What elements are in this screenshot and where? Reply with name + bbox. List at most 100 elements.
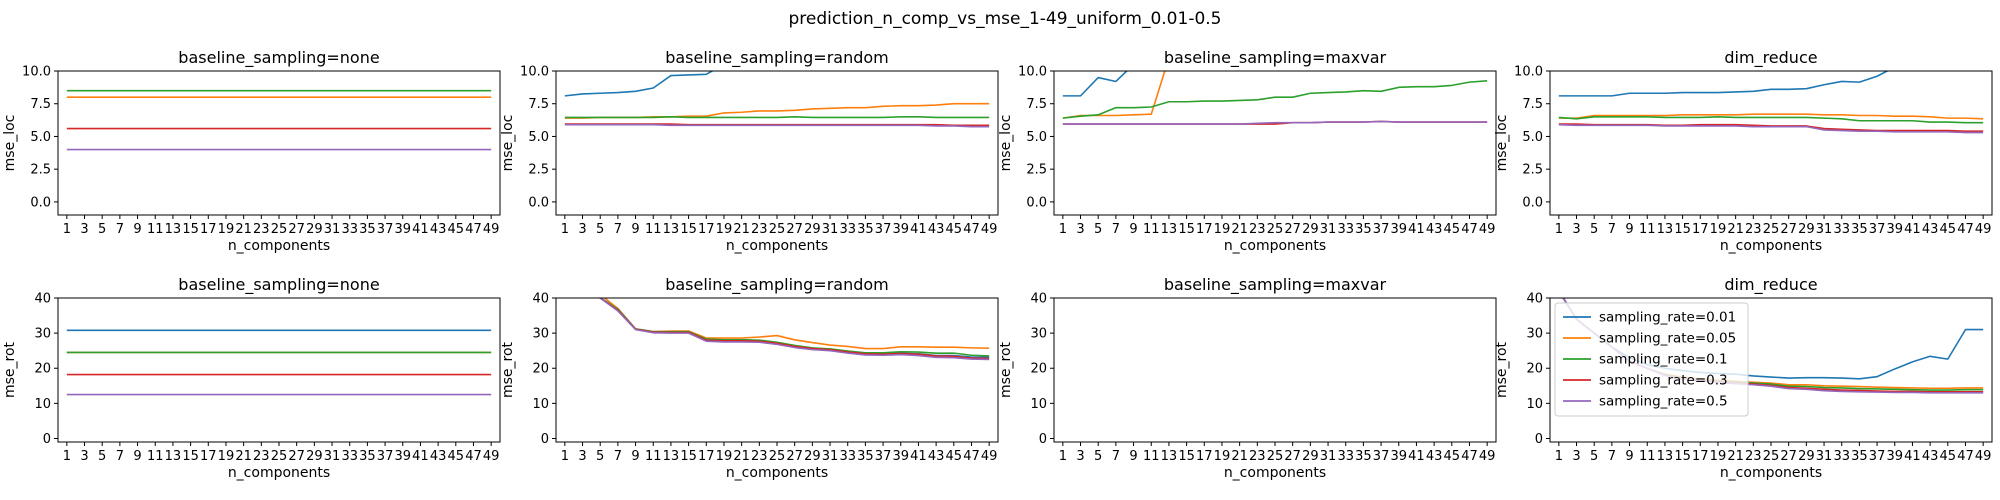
y-tick-label: 30 xyxy=(34,327,51,342)
x-tick-label: 49 xyxy=(981,449,998,464)
x-tick-label: 9 xyxy=(133,449,141,464)
x-axis-label: n_components xyxy=(726,238,828,254)
x-tick-label: 9 xyxy=(1129,222,1137,237)
x-tick-label: 29 xyxy=(306,222,323,237)
y-tick-label: 0 xyxy=(43,432,51,447)
y-axis-label: mse_loc xyxy=(1494,115,1510,172)
y-tick-label: 0 xyxy=(541,432,549,447)
x-tick-label: 25 xyxy=(1763,449,1780,464)
y-tick-label: 0.0 xyxy=(30,195,51,210)
x-tick-label: 43 xyxy=(1426,449,1443,464)
series-line-sampling-rate-0-01 xyxy=(1558,71,1889,97)
x-tick-label: 5 xyxy=(1094,449,1102,464)
x-tick-label: 15 xyxy=(182,222,199,237)
x-tick-label: 49 xyxy=(483,222,500,237)
x-tick-label: 5 xyxy=(596,449,604,464)
x-tick-label: 47 xyxy=(1461,222,1478,237)
y-tick-label: 10 xyxy=(1030,397,1047,412)
x-axis-label: n_components xyxy=(1224,238,1326,254)
x-tick-label: 25 xyxy=(1267,222,1284,237)
x-tick-label: 19 xyxy=(716,222,733,237)
x-tick-label: 27 xyxy=(786,449,803,464)
x-tick-label: 33 xyxy=(341,449,358,464)
x-tick-label: 13 xyxy=(663,449,680,464)
legend-label: sampling_rate=0.3 xyxy=(1599,373,1728,389)
y-tick-label: 40 xyxy=(34,292,51,307)
y-tick-label: 40 xyxy=(532,292,549,307)
x-tick-label: 17 xyxy=(1692,222,1709,237)
x-tick-label: 11 xyxy=(645,449,662,464)
subplot-title: baseline_sampling=none xyxy=(178,275,379,295)
x-tick-label: 25 xyxy=(271,449,288,464)
x-tick-label: 9 xyxy=(631,222,639,237)
legend-box xyxy=(1554,302,1749,417)
x-tick-label: 17 xyxy=(200,222,217,237)
x-tick-label: 47 xyxy=(963,449,980,464)
x-tick-label: 47 xyxy=(963,222,980,237)
x-tick-label: 21 xyxy=(733,449,750,464)
subplot-title: dim_reduce xyxy=(1724,48,1817,68)
y-axis-label: mse_loc xyxy=(998,115,1014,172)
y-tick-label: 40 xyxy=(1526,292,1543,307)
x-tick-label: 15 xyxy=(680,222,697,237)
figure-title: prediction_n_comp_vs_mse_1-49_uniform_0.… xyxy=(789,9,1222,29)
x-tick-label: 17 xyxy=(200,449,217,464)
x-tick-label: 21 xyxy=(235,222,252,237)
series-line-sampling-rate-0-05 xyxy=(1558,113,1984,120)
x-axis-label: n_components xyxy=(1720,238,1822,254)
x-axis-label: n_components xyxy=(726,465,828,481)
y-tick-label: 5.0 xyxy=(1522,130,1543,145)
x-tick-label: 27 xyxy=(288,449,305,464)
y-tick-label: 0 xyxy=(1039,432,1047,447)
x-tick-label: 15 xyxy=(1178,449,1195,464)
x-tick-label: 23 xyxy=(1249,222,1266,237)
x-tick-label: 37 xyxy=(377,222,394,237)
series-line-sampling-rate-0-05 xyxy=(1062,71,1166,119)
x-tick-label: 7 xyxy=(1112,222,1120,237)
x-tick-label: 35 xyxy=(1851,222,1868,237)
y-tick-label: 0.0 xyxy=(528,195,549,210)
x-tick-label: 21 xyxy=(235,449,252,464)
x-tick-label: 9 xyxy=(1129,449,1137,464)
x-tick-label: 27 xyxy=(1284,449,1301,464)
y-tick-label: 30 xyxy=(532,327,549,342)
x-tick-label: 47 xyxy=(465,449,482,464)
x-tick-label: 33 xyxy=(341,222,358,237)
plot-frame xyxy=(1053,297,1497,443)
x-tick-label: 21 xyxy=(1231,222,1248,237)
x-tick-label: 7 xyxy=(116,449,124,464)
x-tick-label: 39 xyxy=(1390,222,1407,237)
x-tick-label: 45 xyxy=(1444,222,1461,237)
x-tick-label: 43 xyxy=(430,222,447,237)
x-tick-label: 17 xyxy=(1692,449,1709,464)
y-tick-label: 2.5 xyxy=(528,163,549,178)
series-line-sampling-rate-0-1 xyxy=(1558,116,1984,124)
x-tick-label: 45 xyxy=(448,449,465,464)
y-tick-label: 10.0 xyxy=(520,65,549,80)
x-tick-label: 33 xyxy=(839,222,856,237)
x-tick-label: 3 xyxy=(1076,222,1084,237)
x-tick-label: 41 xyxy=(910,222,927,237)
x-tick-label: 17 xyxy=(698,222,715,237)
x-tick-label: 29 xyxy=(804,449,821,464)
x-tick-label: 1 xyxy=(1059,449,1067,464)
x-tick-label: 13 xyxy=(1657,222,1674,237)
x-tick-label: 9 xyxy=(631,449,639,464)
y-axis-label: mse_rot xyxy=(1494,341,1510,398)
subplot-title: baseline_sampling=random xyxy=(665,48,889,68)
x-tick-label: 41 xyxy=(412,449,429,464)
x-tick-label: 43 xyxy=(1922,449,1939,464)
x-tick-label: 31 xyxy=(324,222,341,237)
y-tick-label: 10 xyxy=(34,397,51,412)
x-tick-label: 39 xyxy=(1886,222,1903,237)
y-tick-label: 10 xyxy=(1526,397,1543,412)
plot-frame xyxy=(57,297,501,443)
x-tick-label: 7 xyxy=(116,222,124,237)
x-tick-label: 3 xyxy=(578,449,586,464)
x-axis-label: n_components xyxy=(228,465,330,481)
x-tick-label: 27 xyxy=(786,222,803,237)
